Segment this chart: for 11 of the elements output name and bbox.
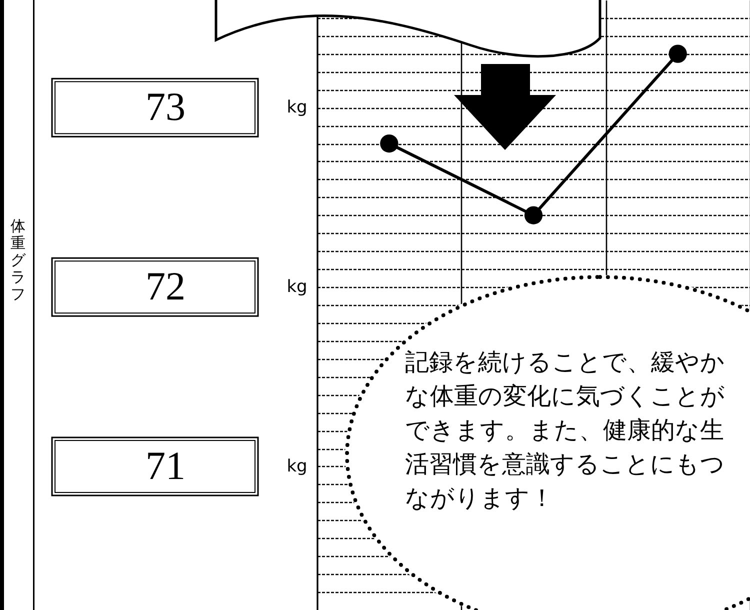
y-tick-label: 72 xyxy=(146,264,186,309)
text: kg xyxy=(286,456,308,476)
point xyxy=(380,134,398,153)
y-tick-label: 73 xyxy=(146,84,186,130)
point xyxy=(524,206,543,224)
text: kg xyxy=(286,98,308,118)
y-tick-label: 71 xyxy=(146,442,186,488)
text: 体重グラフ xyxy=(10,217,26,303)
text: kg xyxy=(286,277,308,298)
point xyxy=(668,44,687,63)
annotation: 記録を続けることで、緩やかな体重の変化に気づくことができます。また、健康的な生活習慣を意識することにもつながります！ xyxy=(405,347,726,514)
